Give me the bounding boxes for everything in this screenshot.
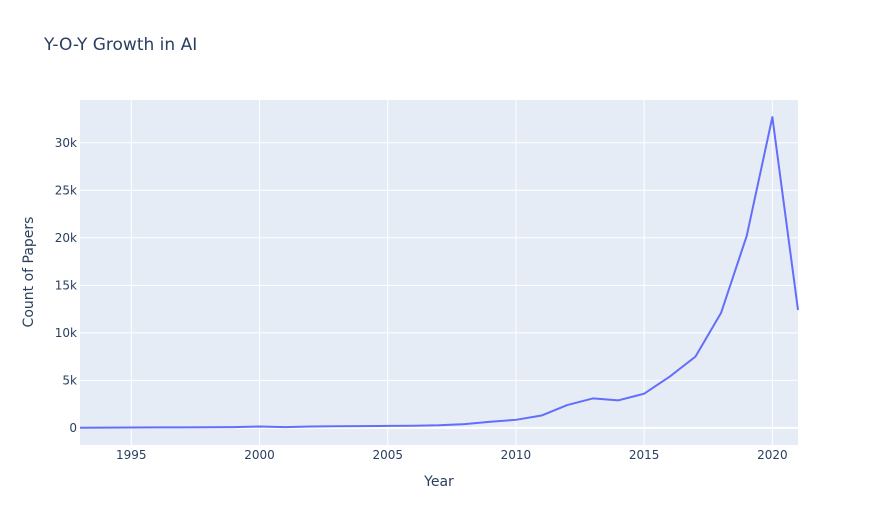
y-tick-label: 10k xyxy=(55,326,77,340)
y-axis-ticks: 0 5k 10k 15k 20k 25k 30k xyxy=(55,136,77,435)
x-axis-ticks: 1995 2000 2005 2010 2015 2020 xyxy=(116,448,788,462)
chart-title: Y-O-Y Growth in AI xyxy=(43,35,197,55)
x-tick-label: 1995 xyxy=(116,448,147,462)
y-tick-label: 0 xyxy=(69,421,77,435)
x-tick-label: 2000 xyxy=(244,448,275,462)
y-tick-label: 15k xyxy=(55,278,77,292)
y-tick-label: 25k xyxy=(55,183,77,197)
y-tick-label: 30k xyxy=(55,136,77,150)
x-tick-label: 2005 xyxy=(372,448,403,462)
plot-area xyxy=(80,100,798,445)
y-tick-label: 5k xyxy=(62,373,77,387)
x-tick-label: 2020 xyxy=(757,448,788,462)
x-tick-label: 2010 xyxy=(501,448,532,462)
x-tick-label: 2015 xyxy=(629,448,660,462)
x-axis-label: Year xyxy=(423,474,454,490)
series-line xyxy=(79,116,799,429)
y-tick-label: 20k xyxy=(55,231,77,245)
y-axis-label: Count of Papers xyxy=(21,217,37,328)
series-layer xyxy=(79,116,799,429)
